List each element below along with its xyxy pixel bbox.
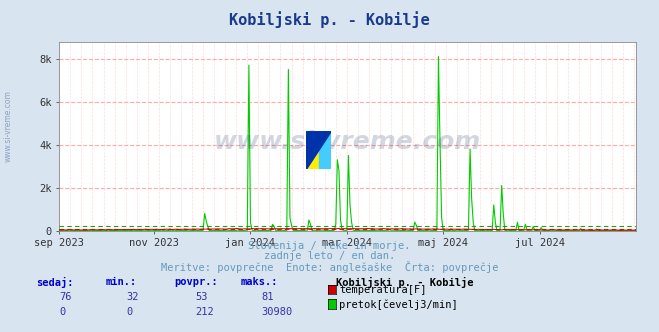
Text: temperatura[F]: temperatura[F] — [339, 285, 427, 294]
Text: www.si-vreme.com: www.si-vreme.com — [214, 130, 481, 154]
Text: Kobiljski p. - Kobilje: Kobiljski p. - Kobilje — [229, 12, 430, 29]
Text: 32: 32 — [127, 292, 139, 302]
Text: Slovenija / reke in morje.: Slovenija / reke in morje. — [248, 241, 411, 251]
Text: 212: 212 — [196, 307, 214, 317]
Bar — [306, 131, 319, 169]
Text: 30980: 30980 — [262, 307, 293, 317]
Text: 53: 53 — [196, 292, 208, 302]
Text: www.si-vreme.com: www.si-vreme.com — [3, 90, 13, 162]
Text: povpr.:: povpr.: — [175, 277, 218, 287]
Text: Kobiljski p. - Kobilje: Kobiljski p. - Kobilje — [336, 277, 474, 288]
Bar — [319, 131, 331, 169]
Text: 0: 0 — [127, 307, 132, 317]
Text: sedaj:: sedaj: — [36, 277, 74, 288]
Text: Meritve: povprečne  Enote: anglešaške  Črta: povprečje: Meritve: povprečne Enote: anglešaške Črt… — [161, 261, 498, 273]
Text: 76: 76 — [59, 292, 72, 302]
Text: maks.:: maks.: — [241, 277, 278, 287]
Text: pretok[čevelj3/min]: pretok[čevelj3/min] — [339, 299, 458, 310]
Text: zadnje leto / en dan.: zadnje leto / en dan. — [264, 251, 395, 261]
Text: min.:: min.: — [105, 277, 136, 287]
Polygon shape — [306, 131, 331, 169]
Text: 81: 81 — [262, 292, 274, 302]
Text: 0: 0 — [59, 307, 65, 317]
